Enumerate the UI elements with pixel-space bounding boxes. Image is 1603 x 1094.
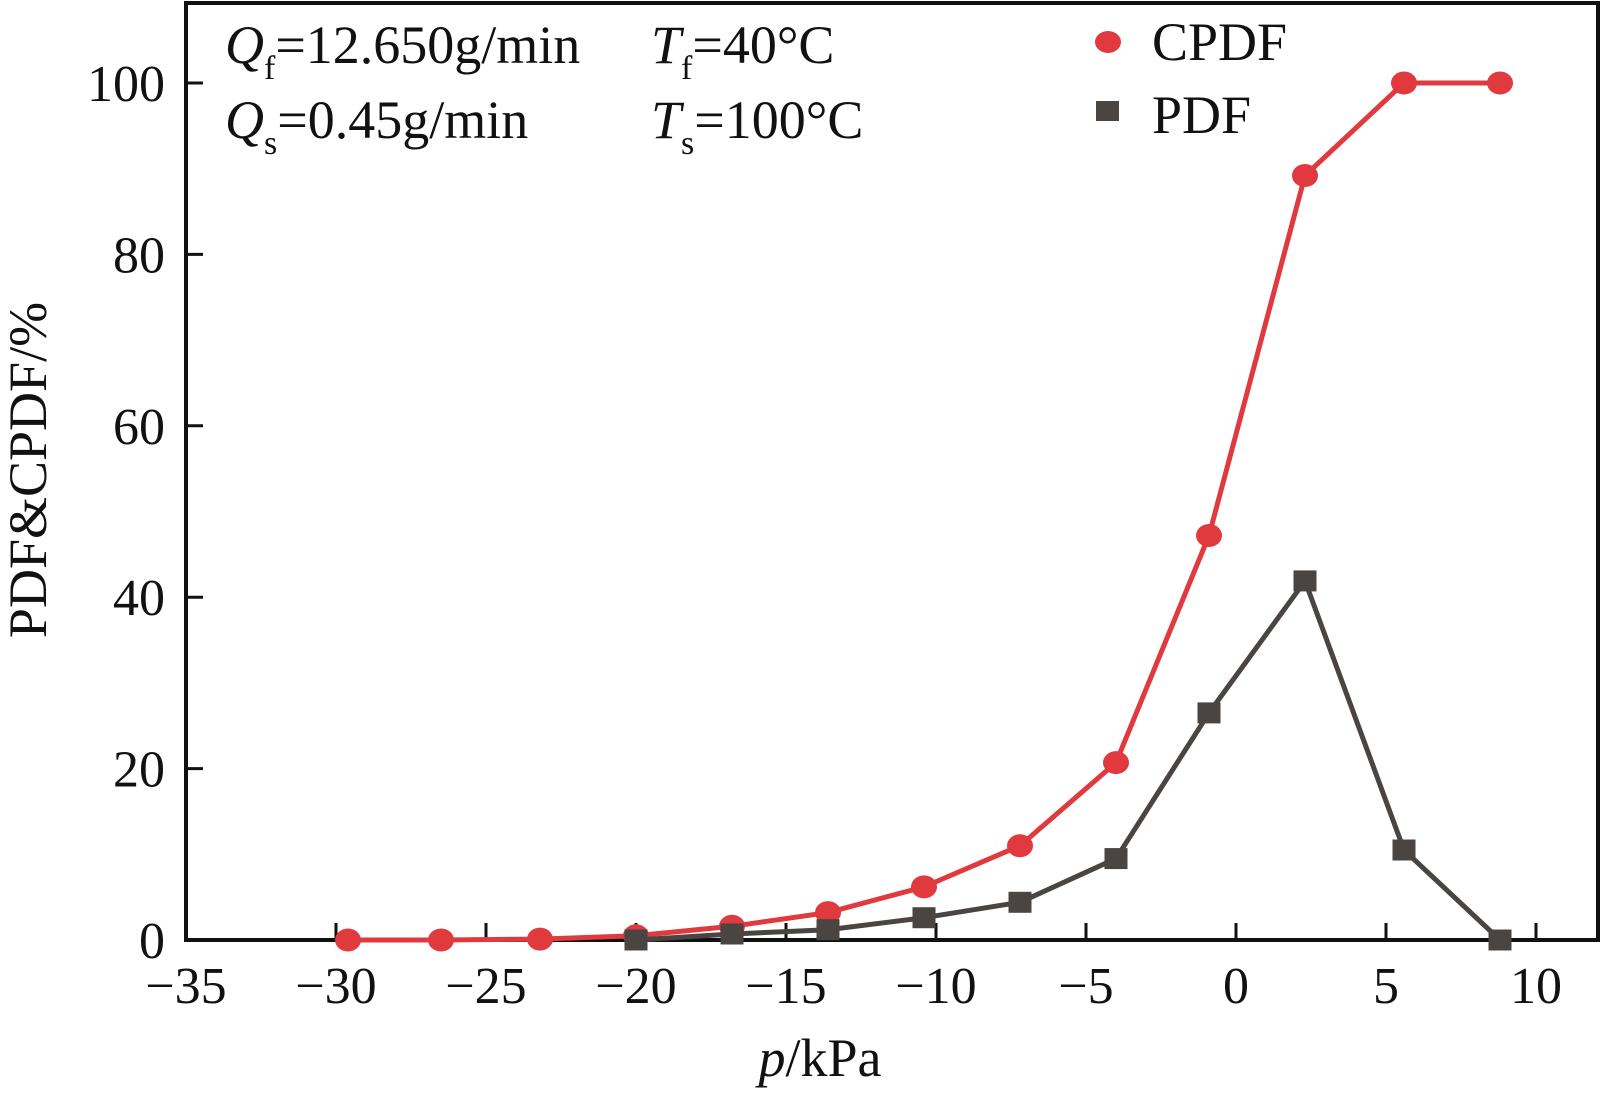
data-point-cpdf bbox=[1103, 751, 1129, 775]
data-point-cpdf bbox=[1292, 164, 1318, 188]
x-tick-label: −30 bbox=[295, 958, 376, 1015]
data-point-cpdf bbox=[815, 901, 841, 925]
y-tick-label: 60 bbox=[113, 399, 165, 456]
series-layer bbox=[335, 71, 1513, 952]
x-tick-label: 5 bbox=[1373, 958, 1399, 1015]
plot-frame bbox=[184, 1, 1600, 942]
data-point-pdf bbox=[624, 929, 648, 951]
legend: CPDF PDF bbox=[1095, 12, 1287, 145]
legend-marker-cpdf bbox=[1095, 31, 1121, 53]
series-line-pdf bbox=[635, 578, 1502, 943]
data-point-cpdf bbox=[527, 927, 553, 951]
data-point-pdf bbox=[720, 923, 744, 945]
y-axis-title: PDF&CPDF/% bbox=[0, 302, 58, 638]
x-tick-label: −15 bbox=[745, 958, 826, 1015]
y-tick-label: 80 bbox=[113, 227, 165, 284]
annotation-qf: Qf=12.650g/min bbox=[225, 15, 580, 87]
data-point-pdf bbox=[1008, 891, 1032, 913]
data-point-cpdf bbox=[1487, 71, 1513, 95]
data-point-pdf bbox=[1197, 702, 1221, 724]
data-point-cpdf bbox=[335, 928, 361, 952]
x-tick-label: 10 bbox=[1510, 958, 1562, 1015]
data-point-cpdf bbox=[911, 875, 937, 899]
y-tick-label: 20 bbox=[113, 742, 165, 799]
annotation-qs: Qs=0.45g/min bbox=[225, 90, 528, 162]
x-tick-label: −5 bbox=[1058, 958, 1113, 1015]
x-tick-label: −20 bbox=[595, 958, 676, 1015]
series-line-cpdf bbox=[348, 80, 1500, 943]
data-point-pdf bbox=[1488, 929, 1512, 951]
annotation-tf: Tf=40°C bbox=[651, 15, 834, 87]
x-tick-label: −10 bbox=[895, 958, 976, 1015]
y-tick-label: 0 bbox=[139, 913, 165, 970]
data-point-cpdf bbox=[1391, 71, 1417, 95]
x-axis-title: p/kPa bbox=[754, 1028, 881, 1088]
data-point-cpdf bbox=[1196, 523, 1222, 547]
data-point-pdf bbox=[1293, 570, 1317, 592]
data-point-pdf bbox=[816, 919, 840, 941]
x-tick-label: 0 bbox=[1223, 958, 1249, 1015]
data-point-pdf bbox=[1104, 848, 1128, 870]
data-point-cpdf bbox=[1007, 834, 1033, 858]
annotation-ts: Ts=100°C bbox=[651, 90, 863, 162]
y-tick-label: 40 bbox=[113, 570, 165, 627]
data-point-pdf bbox=[1392, 839, 1416, 861]
data-point-cpdf bbox=[428, 928, 454, 952]
plot-frame-border bbox=[184, 1, 1600, 942]
x-tick-label: −35 bbox=[145, 958, 226, 1015]
y-tick-label: 100 bbox=[87, 56, 165, 113]
data-point-pdf bbox=[912, 907, 936, 929]
x-tick-label: −25 bbox=[445, 958, 526, 1015]
legend-label-cpdf: CPDF bbox=[1152, 12, 1287, 72]
legend-label-pdf: PDF bbox=[1152, 85, 1251, 145]
legend-marker-pdf bbox=[1096, 101, 1119, 121]
